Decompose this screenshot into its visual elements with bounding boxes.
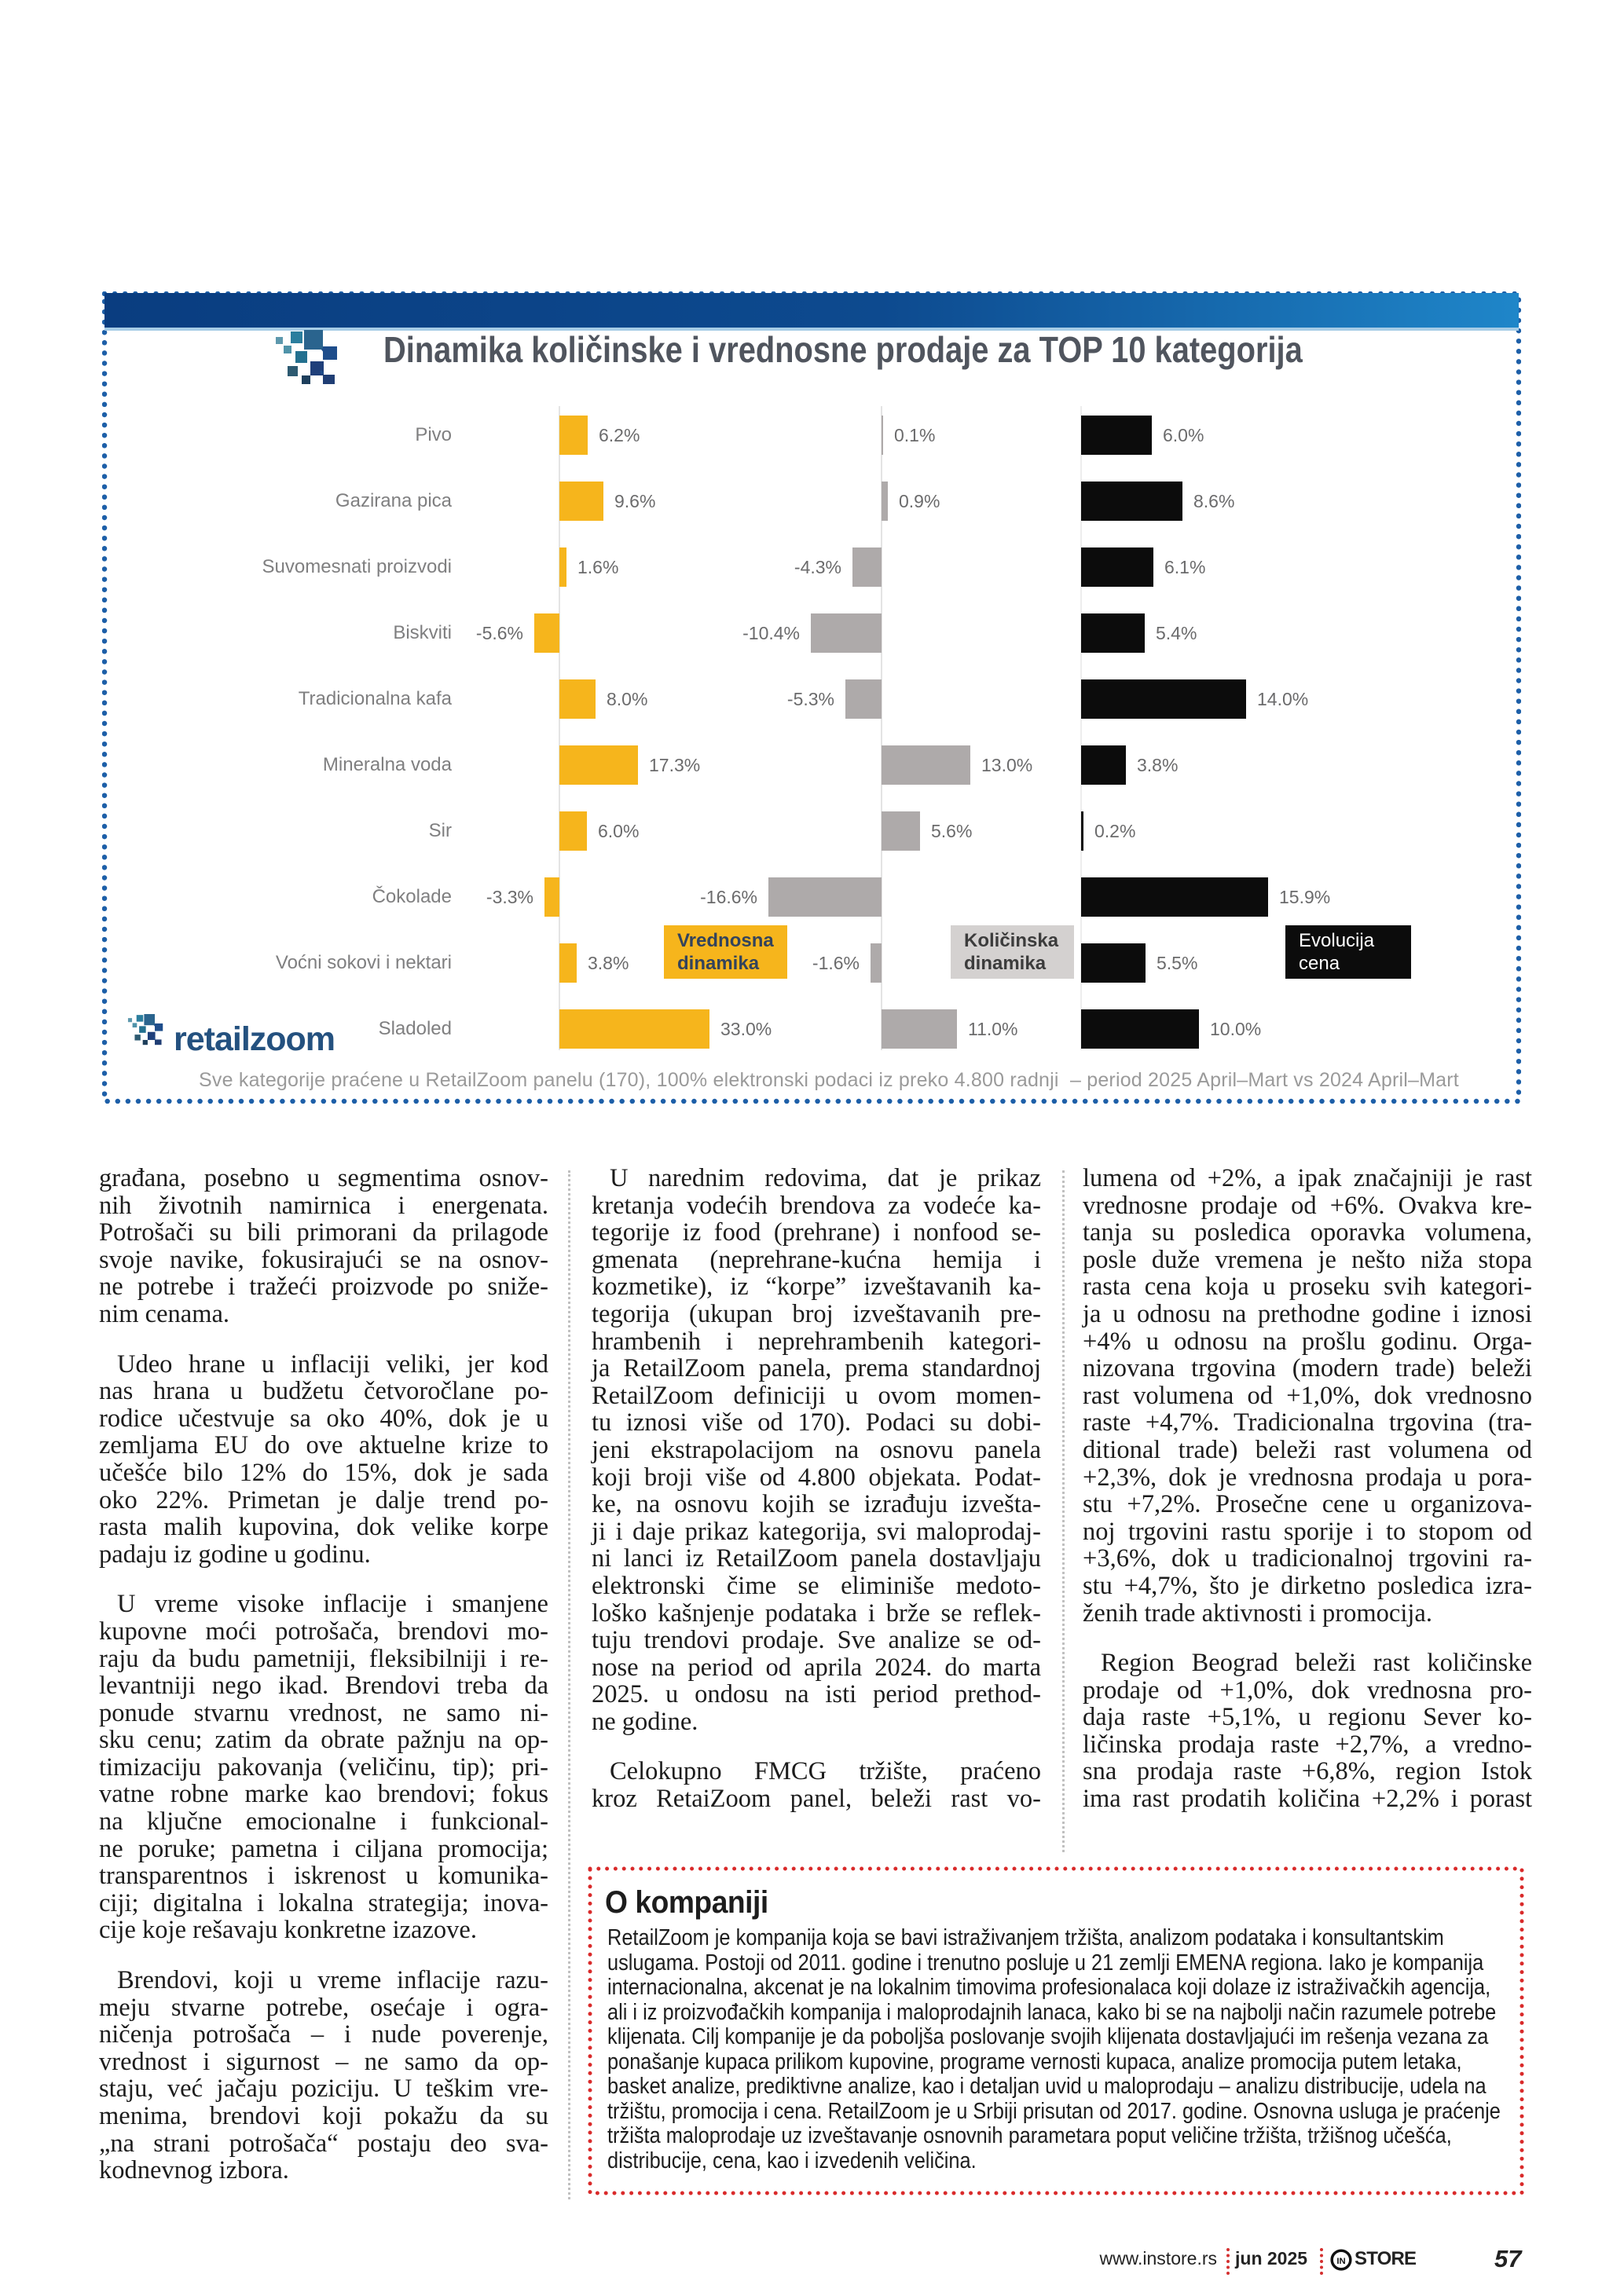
svg-text:IN: IN (1336, 2257, 1345, 2266)
